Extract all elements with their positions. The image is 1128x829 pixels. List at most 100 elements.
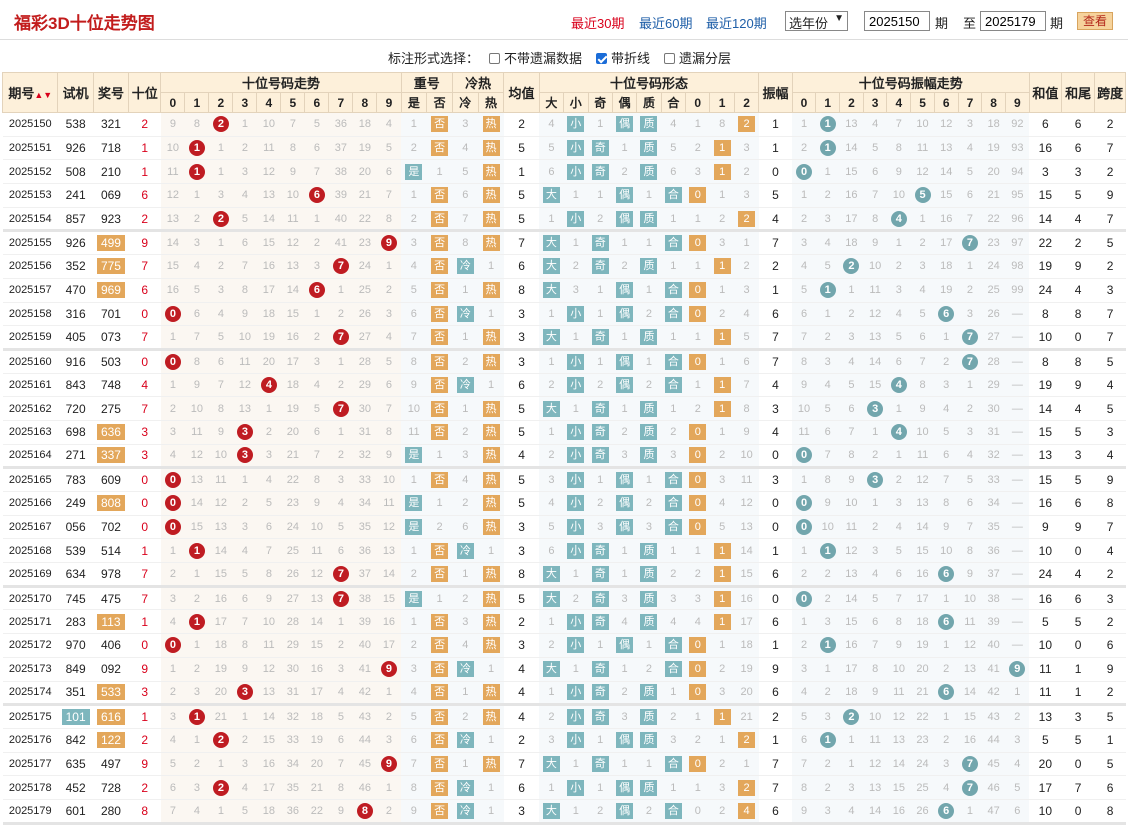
form-cell: 1 (709, 183, 735, 208)
trend-cell: 11 (184, 420, 209, 445)
coldhot-tag: 热 (482, 116, 500, 133)
form-cell: 质 (636, 704, 662, 729)
span-cell: 2 (1094, 112, 1126, 137)
amp-digit-header: 3 (862, 92, 888, 113)
form-tag: 0 (689, 235, 707, 252)
amp-trend-cell: 3 (815, 207, 840, 233)
form-cell: 3 (636, 515, 662, 540)
coldhot-cell: 冷 (452, 254, 479, 279)
trend-cell: 4 (184, 254, 209, 279)
sum-cell: 13 (1029, 444, 1062, 470)
amp-trend-cell: 94 (1005, 159, 1030, 185)
dup-tag: 否 (431, 400, 449, 417)
amp-trend-cell: 4 (863, 562, 887, 588)
sum-cell: 5 (1029, 728, 1062, 753)
recent-30-link[interactable]: 最近30期 (571, 16, 625, 31)
trend-cell: 1 (304, 302, 329, 327)
form-cell: 小 (563, 681, 588, 707)
table-row: 2025155 926 499 9 14 3 1 6 15 12 2 41 23 9 3 否 8 热 7 大 1 奇 1 1 合… (2, 230, 1126, 256)
amp-trend-cell: 2 (958, 278, 982, 303)
form-cell: 1 (709, 373, 735, 398)
form-cell: 合 (661, 467, 686, 492)
coldhot-tag: 热 (482, 472, 500, 489)
trend-cell: 7 (328, 325, 353, 351)
form-cell: 质 (636, 325, 662, 351)
form-cell: 小 (563, 373, 588, 398)
form-cell: 1 (661, 254, 686, 279)
amp-trend-cell: 10 (886, 657, 911, 682)
option-no-missing[interactable]: 不带遗漏数据 (489, 48, 582, 66)
trend-digit-header: 3 (232, 92, 258, 113)
checkbox-layered[interactable] (664, 53, 675, 64)
amp-trend-cell: — (1005, 420, 1030, 445)
form-cell: 2 (612, 254, 637, 279)
form-cell: 1 (661, 396, 686, 421)
amp-trend-cell: 16 (839, 183, 864, 208)
form-cell: 1 (685, 373, 710, 398)
form-cell: 1 (636, 278, 662, 303)
form-cell: 19 (734, 657, 759, 682)
col-issue[interactable]: 期号▲▼ (1, 72, 59, 113)
form-tag: 合 (664, 495, 682, 512)
amp-digit-header: 5 (910, 92, 935, 113)
amp-ball-icon: 3 (867, 400, 884, 417)
coldhot-cell: 热 (478, 278, 504, 303)
amp-trend-cell: 1 (934, 633, 959, 658)
form-tag: 1 (713, 258, 731, 275)
amp-trend-cell: 19 (934, 278, 959, 303)
option-layered[interactable]: 遗漏分层 (664, 48, 731, 66)
dup-cell: 否 (426, 112, 453, 137)
tens-digit-cell: 9 (128, 657, 161, 682)
amp-trend-cell: — (1005, 396, 1030, 421)
dup-tag: 否 (431, 472, 449, 489)
form-cell: 1 (588, 467, 613, 492)
recent-120-link[interactable]: 最近120期 (706, 16, 767, 31)
checkbox-polyline[interactable] (596, 53, 607, 64)
form-tag: 0 (689, 519, 707, 536)
amp-trend-cell: 8 (863, 207, 887, 233)
query-button[interactable]: 查看 (1077, 12, 1113, 30)
trend-cell: 0 (160, 467, 185, 492)
form-tag: 偶 (616, 305, 634, 322)
trend-cell: 13 (184, 467, 209, 492)
amp-trend-cell: — (1005, 349, 1030, 374)
amp-trend-cell: 10 (815, 515, 840, 540)
year-select[interactable]: 选年份 ▼ (785, 11, 848, 31)
form-cell: 小 (563, 467, 588, 492)
form-tag: 偶 (616, 637, 634, 654)
trend-cell: 18 (280, 373, 305, 398)
amp-trend-cell: 5 (910, 183, 935, 208)
trend-cell: 8 (208, 396, 233, 421)
table-row: 2025172 970 406 0 0 1 18 8 11 29 15 2 40 17 2 否 4 热 3 2 小 1 偶 1… (2, 633, 1126, 658)
form-tag: 奇 (591, 424, 609, 441)
trend-cell: 16 (160, 278, 185, 303)
trend-cell: 7 (304, 159, 329, 185)
to-issue-input[interactable] (980, 11, 1046, 31)
form-cell: 小 (563, 633, 588, 658)
checkbox-no-missing[interactable] (489, 53, 500, 64)
coldhot-cell: 冷 (452, 373, 479, 398)
from-issue-input[interactable] (864, 11, 930, 31)
form-cell: 奇 (588, 681, 613, 707)
form-tag: 质 (640, 709, 658, 726)
form-tag: 0 (689, 305, 707, 322)
trend-cell: 1 (376, 254, 401, 279)
table-row: 2025164 271 337 3 4 12 10 3 3 21 7 2 32 9 是 1 3 热 4 2 小奇 3 质 3 0… (2, 444, 1126, 470)
form-tag: 质 (640, 116, 658, 133)
amp-trend-cell: 14 (863, 799, 887, 825)
coldhot-cell: 4 (452, 633, 479, 658)
dup-cell: 1 (426, 444, 453, 470)
span-cell: 7 (1094, 207, 1126, 233)
coldhot-cell: 热 (478, 467, 504, 492)
form-cell: 1 (636, 183, 662, 208)
form-cell: 小 (563, 609, 588, 635)
sort-icon[interactable]: ▲▼ (34, 90, 53, 100)
amp-trend-cell: 2 (792, 136, 816, 161)
option-polyline[interactable]: 带折线 (596, 48, 650, 66)
amp-trend-cell: 41 (981, 657, 1006, 682)
form-tag: 偶 (616, 732, 634, 749)
test-number-cell: 601 (57, 799, 94, 825)
recent-60-link[interactable]: 最近60期 (639, 16, 693, 31)
form-cell: 2 (636, 491, 662, 516)
amp-trend-cell: 10 (886, 183, 911, 208)
